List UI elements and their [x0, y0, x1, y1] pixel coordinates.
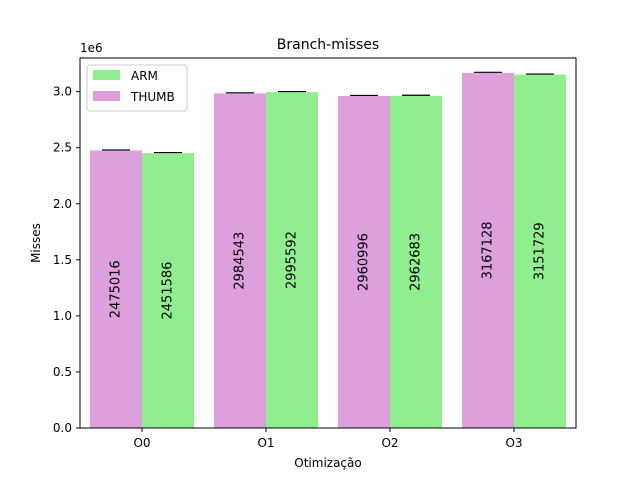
- y-offset-label: 1e6: [80, 41, 103, 55]
- bar-s0-O1: [214, 93, 266, 429]
- y-axis-label: Misses: [29, 223, 43, 263]
- legend-swatch-thumb: [93, 91, 120, 101]
- x-tick-label: O2: [381, 436, 398, 450]
- x-axis-label: Otimização: [294, 456, 361, 470]
- plot-area: [79, 57, 577, 429]
- y-tick-label: 2.5: [53, 141, 72, 155]
- y-tick-label: 1.0: [53, 309, 72, 323]
- y-axis: 0.0 0.5 1.0 1.5 2.0 2.5 3.0: [53, 85, 80, 435]
- bar-value-label: 2451586: [161, 262, 176, 320]
- bar-s0-O3: [462, 72, 514, 428]
- bar-s1-O1: [266, 92, 318, 429]
- y-tick-label: 0.0: [53, 421, 72, 435]
- bar-s1-O3: [514, 74, 566, 428]
- x-tick-label: O3: [505, 436, 522, 450]
- legend-label-thumb: THUMB: [130, 90, 175, 104]
- y-tick-label: 1.5: [53, 253, 72, 267]
- bars-layer: [90, 72, 566, 429]
- chart-title: Branch-misses: [277, 37, 379, 53]
- y-tick-label: 2.0: [53, 197, 72, 211]
- bar-value-label: 2960996: [357, 233, 372, 291]
- bar-s1-O2: [390, 95, 442, 429]
- bar-value-label: 3151729: [533, 222, 548, 280]
- y-tick-label: 3.0: [53, 85, 72, 99]
- bar-value-labels: 2475016 2984543 2960996 3167128 2451586 29955…: [109, 221, 548, 319]
- bar-s0-O2: [338, 96, 390, 429]
- error-bars-layer: [102, 71, 554, 154]
- x-tick-label: O0: [133, 436, 150, 450]
- legend-label-arm: ARM: [131, 69, 158, 83]
- bar-value-label: 2984543: [233, 232, 248, 290]
- bar-value-label: 2962683: [409, 233, 424, 291]
- bar-s0-O0: [90, 150, 142, 428]
- y-tick-label: 0.5: [53, 365, 72, 379]
- legend: ARM THUMB: [86, 64, 188, 112]
- x-axis: O0 O1 O2 O3: [133, 428, 523, 450]
- bar-value-label: 2995592: [285, 231, 300, 289]
- bar-s1-O0: [142, 153, 194, 428]
- legend-swatch-arm: [93, 70, 120, 80]
- bar-value-label: 3167128: [481, 221, 496, 279]
- bar-value-label: 2475016: [109, 260, 124, 318]
- x-tick-label: O1: [257, 436, 274, 450]
